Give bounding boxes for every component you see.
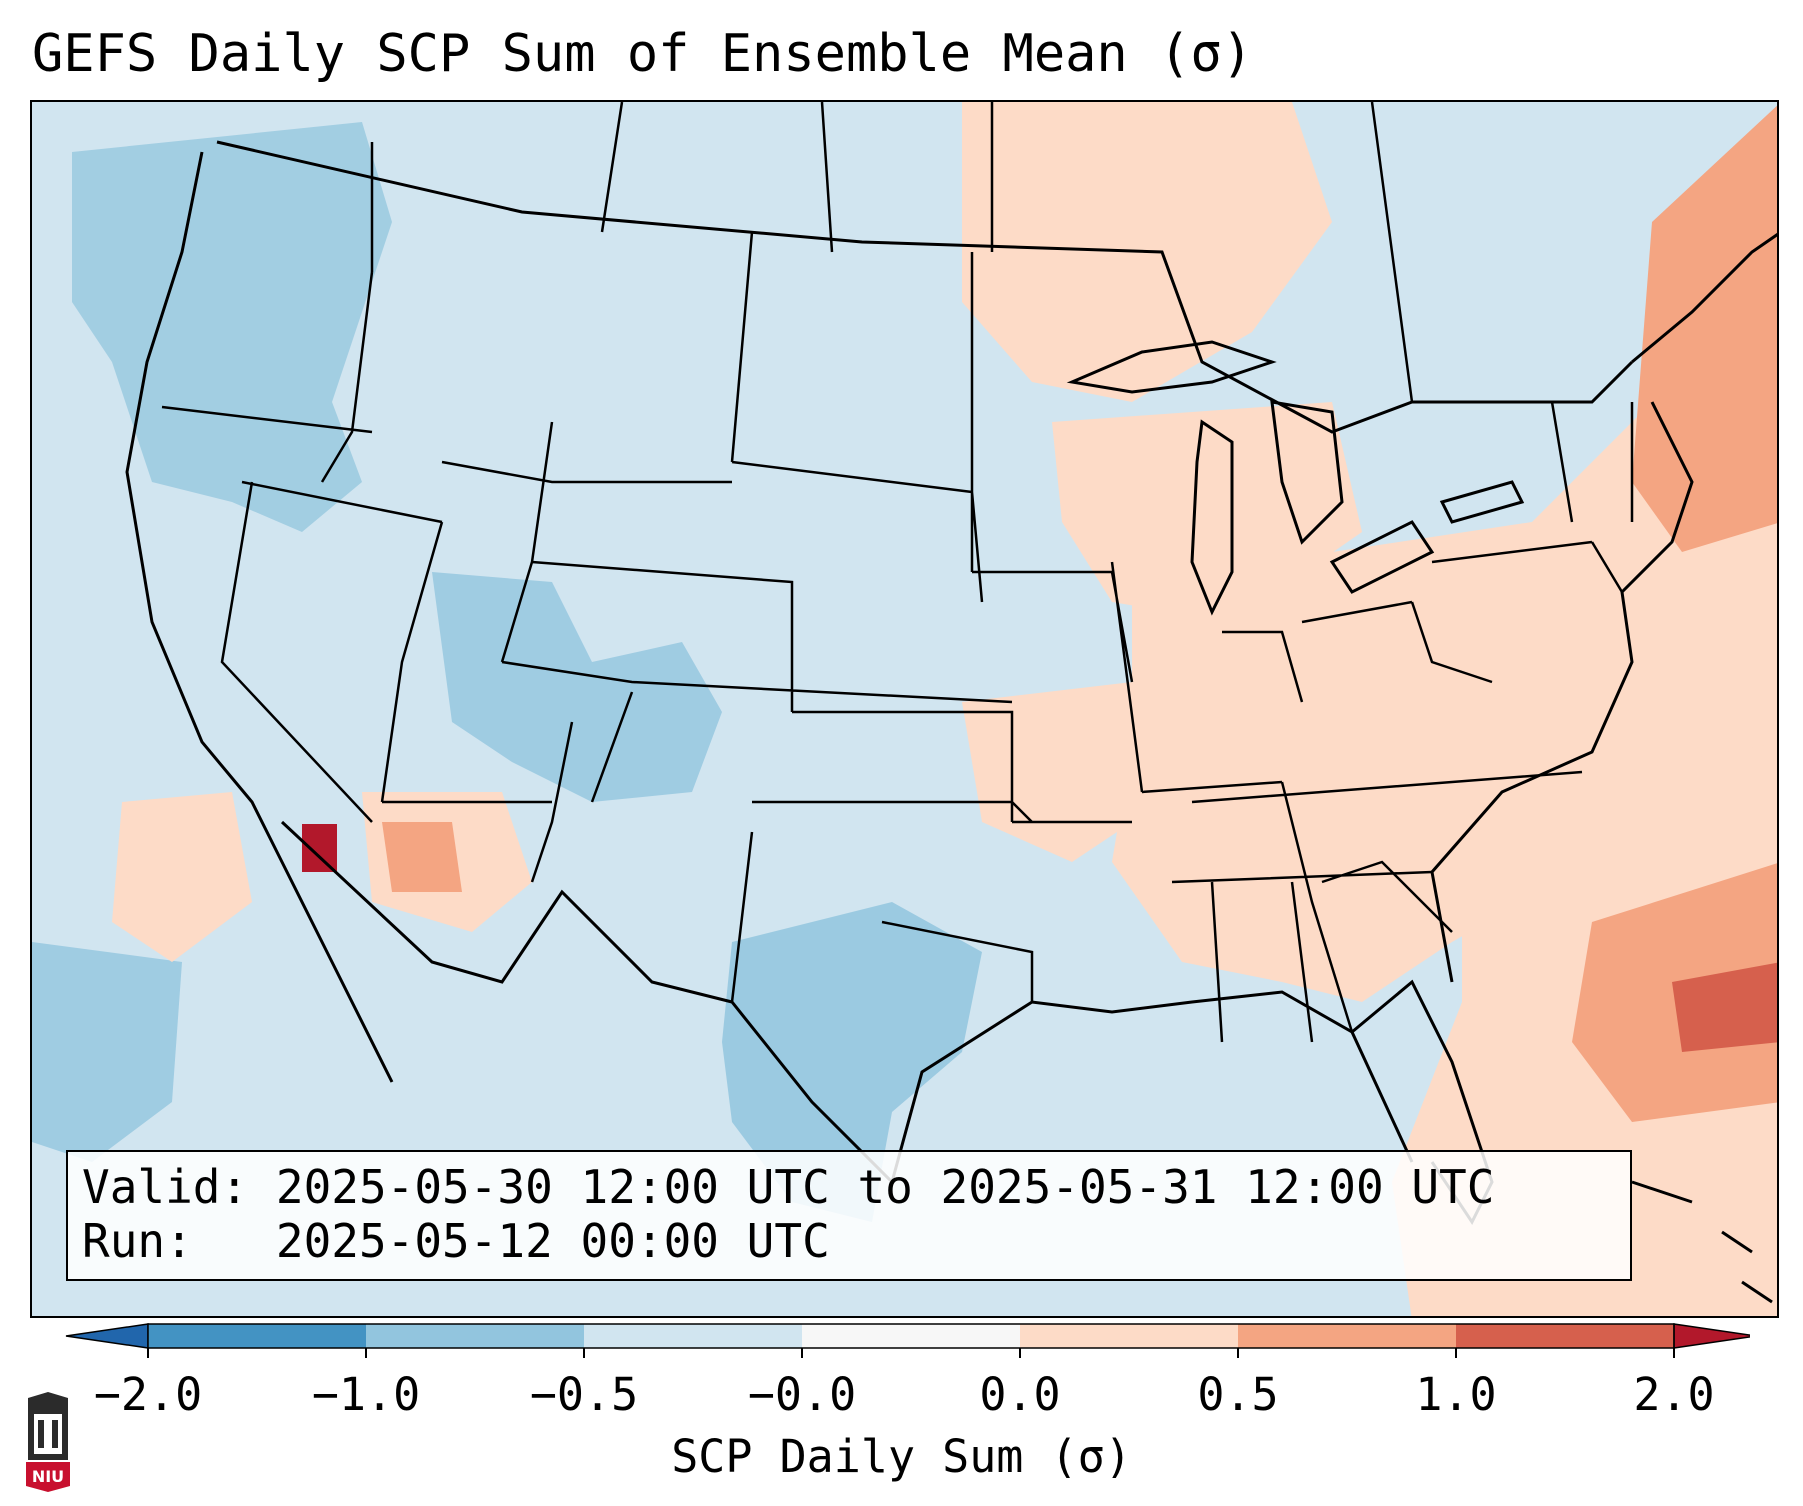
colorbar-segment xyxy=(802,1324,1020,1348)
run-value: 2025-05-12 00:00 UTC xyxy=(275,1214,830,1268)
colorbar-outline xyxy=(147,1323,1675,1349)
negative-anomaly-utah-colorado xyxy=(432,572,722,802)
valid-label: Valid: xyxy=(82,1160,249,1214)
colorbar-label: SCP Daily Sum (σ) xyxy=(671,1430,1132,1483)
colorbar-tick-label: −0.5 xyxy=(529,1368,639,1421)
colorbar-tick-label: −2.0 xyxy=(93,1368,203,1421)
lake-ontario xyxy=(1439,480,1525,524)
colorbar xyxy=(65,1323,1750,1358)
lake-superior xyxy=(1066,340,1277,394)
valid-line: Valid: 2025-05-30 12:00 UTC to 2025-05-3… xyxy=(82,1160,1630,1214)
colorbar-segment xyxy=(1238,1324,1456,1348)
gulf-coast xyxy=(890,990,1414,1183)
us-canada-border xyxy=(216,140,1634,434)
scp-map xyxy=(32,102,1777,1316)
colorbar-extend-max xyxy=(1673,1323,1750,1349)
caribbean-islands xyxy=(1631,1180,1773,1304)
colorbar-tick-label: −0.0 xyxy=(747,1368,857,1421)
positive-anomaly-colorado-river xyxy=(302,824,337,872)
negative-anomaly-pacific-northwest xyxy=(72,122,392,532)
niu-logo-text: NIU xyxy=(32,1467,64,1486)
lake-huron xyxy=(1270,400,1344,545)
colorbar-tick-label: −1.0 xyxy=(311,1368,421,1421)
province-lines xyxy=(370,102,1414,403)
positive-anomaly-baja xyxy=(112,792,252,962)
colorbar-segment xyxy=(1020,1324,1238,1348)
colorbar-tick-label: 2.0 xyxy=(1633,1368,1715,1421)
colorbar-segment xyxy=(1456,1324,1674,1348)
us-mexico-border xyxy=(280,820,894,1184)
niu-logo: NIU xyxy=(26,1392,70,1492)
lake-michigan xyxy=(1190,419,1234,616)
colorbar-tick-label: 0.0 xyxy=(979,1368,1061,1421)
colorbar-segment xyxy=(366,1324,584,1348)
run-label: Run: xyxy=(82,1214,193,1268)
map-title: GEFS Daily SCP Sum of Ensemble Mean (σ) xyxy=(32,24,1253,84)
map-panel xyxy=(30,100,1779,1318)
colorbar-segment xyxy=(584,1324,802,1348)
east-coast xyxy=(1430,401,1694,983)
state-lines xyxy=(161,231,1634,1043)
run-line: Run: 2025-05-12 00:00 UTC xyxy=(82,1214,1630,1268)
positive-anomaly-arizona-strong xyxy=(382,822,462,892)
lake-erie xyxy=(1329,520,1435,594)
maine-coast xyxy=(1631,232,1777,364)
colorbar-extend-min xyxy=(65,1323,149,1349)
colorbar-segments xyxy=(65,1323,1750,1358)
info-box: Valid: 2025-05-30 12:00 UTC to 2025-05-3… xyxy=(66,1150,1632,1281)
positive-anomaly-atlantic-core xyxy=(1672,962,1777,1052)
west-coast xyxy=(125,151,394,1083)
colorbar-tick-label: 1.0 xyxy=(1415,1368,1497,1421)
negative-anomaly-pacific xyxy=(32,942,182,1162)
positive-anomaly-new-england xyxy=(1632,105,1777,552)
negative-anomaly-texas xyxy=(722,902,982,1222)
valid-value: 2025-05-30 12:00 UTC to 2025-05-31 12:00… xyxy=(275,1160,1495,1214)
colorbar-tick-label: 0.5 xyxy=(1197,1368,1279,1421)
colorbar-segment xyxy=(148,1324,366,1348)
